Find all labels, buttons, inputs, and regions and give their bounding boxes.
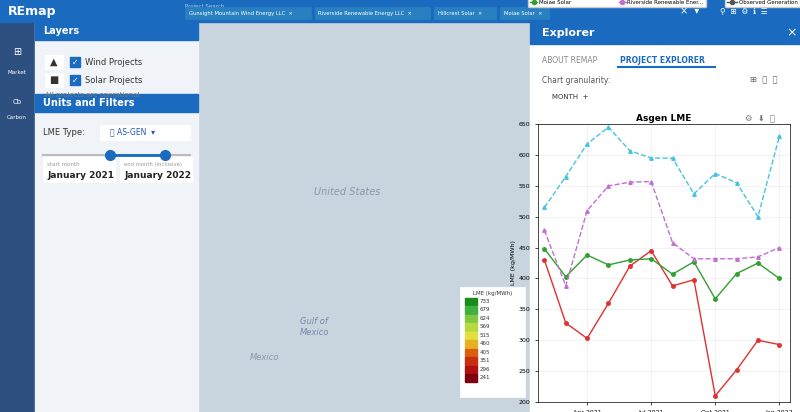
Text: 296: 296	[480, 367, 490, 372]
Text: LME Type:: LME Type:	[43, 127, 85, 136]
Text: Hillcrest Solar  ×: Hillcrest Solar ×	[438, 10, 482, 16]
Text: ✓: ✓	[72, 58, 78, 66]
Bar	[35, 22, 198, 40]
Text: 241: 241	[480, 375, 490, 380]
Bar	[465, 323, 477, 330]
Bar	[460, 287, 525, 397]
Text: ✓: ✓	[72, 75, 78, 84]
Text: 460: 460	[480, 341, 490, 346]
Bar	[465, 340, 477, 347]
Text: ×  ▾: × ▾	[680, 6, 699, 16]
Text: Carbon: Carbon	[7, 115, 27, 119]
Text: Riverside Renewable Energy LLC  ×: Riverside Renewable Energy LLC ×	[318, 10, 412, 16]
Text: Market: Market	[7, 70, 26, 75]
Bar	[0, 0, 800, 22]
Text: January 2022: January 2022	[124, 171, 191, 180]
Bar	[70, 57, 80, 67]
Bar	[45, 55, 63, 69]
Bar	[198, 22, 530, 412]
Text: 679: 679	[480, 307, 490, 312]
Text: Solar Projects: Solar Projects	[85, 75, 142, 84]
Text: Mexico: Mexico	[250, 353, 279, 361]
Text: LME (kg/MWh): LME (kg/MWh)	[473, 292, 512, 297]
Text: Gulf of
Mexico: Gulf of Mexico	[299, 317, 329, 337]
Text: ⊞: ⊞	[13, 47, 21, 57]
Text: ABOUT REMAP: ABOUT REMAP	[542, 56, 598, 65]
Text: 733: 733	[480, 299, 490, 304]
Bar	[185, 7, 310, 19]
Bar	[35, 22, 198, 412]
Text: 405: 405	[480, 350, 490, 355]
Bar	[314, 7, 430, 19]
Bar	[530, 22, 800, 412]
Bar	[465, 374, 477, 382]
Text: end month (inclusive): end month (inclusive)	[124, 162, 182, 166]
Bar	[465, 314, 477, 322]
Bar	[120, 157, 192, 182]
Text: United States: United States	[314, 187, 381, 197]
Bar	[465, 357, 477, 365]
Text: PROJECT EXPLORER: PROJECT EXPLORER	[620, 56, 705, 65]
Text: start month: start month	[47, 162, 80, 166]
Text: Explorer: Explorer	[542, 28, 594, 38]
Text: January 2021: January 2021	[47, 171, 114, 180]
Text: ■: ■	[50, 75, 58, 85]
Bar	[465, 365, 477, 373]
Bar	[434, 7, 496, 19]
Text: ⚙  ⬇  ⓘ: ⚙ ⬇ ⓘ	[745, 113, 775, 122]
Bar	[0, 22, 35, 412]
Title: Asgen LME: Asgen LME	[636, 115, 692, 123]
Bar	[500, 7, 549, 19]
Text: Layers: Layers	[43, 26, 79, 36]
Text: ▲: ▲	[50, 57, 58, 67]
Bar	[530, 22, 800, 44]
Text: ×: ×	[786, 26, 798, 40]
Bar	[100, 125, 190, 140]
Bar	[465, 349, 477, 356]
Text: 351: 351	[480, 358, 490, 363]
Text: Project Search: Project Search	[185, 3, 224, 9]
Text: Wind Projects: Wind Projects	[85, 58, 142, 66]
Text: Chart granularity:: Chart granularity:	[542, 75, 610, 84]
Text: Units and Filters: Units and Filters	[43, 98, 134, 108]
Y-axis label: LME (kg/MWh): LME (kg/MWh)	[511, 241, 516, 286]
Text: Gunsight Mountain Wind Energy LLC  ×: Gunsight Mountain Wind Energy LLC ×	[189, 10, 293, 16]
Bar	[70, 75, 80, 85]
Text: 569: 569	[480, 324, 490, 329]
Bar	[465, 297, 477, 305]
Bar	[35, 94, 198, 112]
Text: MONTH  +: MONTH +	[552, 94, 588, 100]
Text: Cb: Cb	[13, 99, 22, 105]
Legend: Modeled Generation, Observed Generation: Modeled Generation, Observed Generation	[725, 0, 800, 7]
Bar	[45, 73, 63, 87]
Bar	[465, 306, 477, 314]
Text: Moiae Solar  ×: Moiae Solar ×	[504, 10, 542, 16]
Bar	[43, 157, 115, 182]
Bar	[465, 332, 477, 339]
Bar	[540, 91, 600, 104]
Text: ⚲  ⊞  ⚙  ℹ  ☰: ⚲ ⊞ ⚙ ℹ ☰	[720, 7, 768, 16]
Text: 515: 515	[480, 333, 490, 338]
Text: ⊞  📈  📊: ⊞ 📈 📊	[750, 75, 778, 84]
Text: 🔗 AS-GEN  ▾: 🔗 AS-GEN ▾	[110, 127, 155, 136]
Text: All projects are operational: All projects are operational	[45, 92, 139, 98]
Text: 624: 624	[480, 316, 490, 321]
Text: REmap: REmap	[8, 5, 57, 17]
